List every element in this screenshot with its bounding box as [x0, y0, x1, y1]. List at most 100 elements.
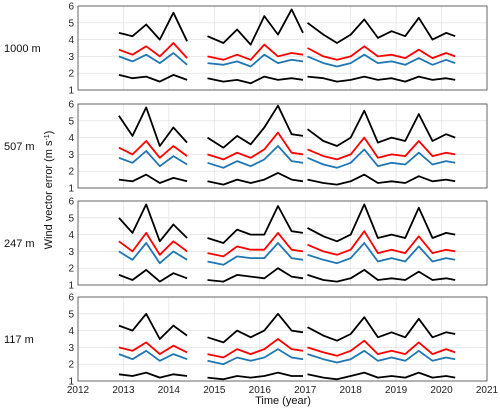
series-line-2-segment-2 — [307, 339, 456, 357]
series-line-3-segment-2 — [307, 316, 456, 342]
y-tick-label: 1 — [68, 86, 74, 97]
series-line-0-segment-2 — [307, 269, 456, 283]
y-axis-label-close: ) — [43, 131, 55, 135]
x-tick-label: 2018 — [340, 385, 363, 396]
y-tick-label: 5 — [68, 18, 74, 29]
x-tick-label: 2015 — [203, 385, 226, 396]
y-tick-label: 4 — [68, 230, 74, 241]
y-tick-label: 2 — [68, 264, 74, 275]
x-tick-label: 2021 — [476, 385, 499, 396]
series-line-1-segment-2 — [307, 148, 456, 169]
y-tick-label: 3 — [68, 247, 74, 258]
y-tick-label: 2 — [68, 69, 74, 80]
series-line-0-segment-1 — [207, 371, 303, 381]
series-line-2-segment-1 — [207, 338, 304, 359]
series-line-2-segment-1 — [207, 131, 304, 161]
series-line-3-segment-0 — [118, 106, 188, 147]
series-line-1-segment-0 — [118, 242, 188, 265]
series-line-1-segment-2 — [307, 242, 456, 265]
series-line-0-segment-1 — [207, 267, 304, 283]
series-line-3-segment-2 — [306, 109, 456, 147]
panels: 1 2 3 4 5 6 1000 m 1 2 3 4 5 6 507 m 1 2 3 4 5 6 247 m 1 2 3 4 5 6… — [4, 2, 488, 388]
series-line-1-segment-0 — [118, 52, 188, 66]
x-tick-label: 2019 — [385, 385, 408, 396]
y-tick-label: 4 — [68, 133, 74, 144]
y-tick-label: 1 — [68, 377, 74, 388]
y-tick-label: 3 — [68, 52, 74, 63]
series-line-1-segment-2 — [307, 53, 456, 68]
panel-0: 1 2 3 4 5 6 1000 m — [4, 2, 488, 97]
series-line-2-segment-0 — [118, 341, 188, 355]
series-line-3-segment-1 — [207, 205, 304, 244]
panel-frame — [77, 296, 488, 382]
panel-2: 1 2 3 4 5 6 247 m — [4, 197, 488, 292]
series-line-1-segment-1 — [207, 145, 304, 169]
series-line-1-segment-2 — [307, 349, 456, 364]
x-tick-label: 2016 — [249, 385, 272, 396]
series-line-3-segment-1 — [207, 312, 304, 344]
series-line-0-segment-0 — [118, 173, 188, 184]
series-line-0-segment-2 — [307, 173, 456, 186]
y-tick-label: 6 — [68, 293, 74, 304]
series-line-3-segment-1 — [207, 8, 304, 46]
series-line-2-segment-0 — [118, 42, 188, 59]
x-tick-label: 2020 — [430, 385, 453, 396]
series-line-3-segment-0 — [118, 203, 188, 243]
series-line-1-segment-0 — [118, 349, 188, 362]
panel-label: 1000 m — [4, 43, 41, 55]
x-tick-label: 2013 — [112, 385, 135, 396]
y-tick-label: 4 — [68, 35, 74, 46]
y-tick-label: 2 — [68, 360, 74, 371]
series-line-1-segment-0 — [118, 150, 188, 168]
y-axis-label-superscript: -1 — [44, 134, 51, 140]
panel-3: 1 2 3 4 5 6 117 m — [4, 293, 488, 388]
y-tick-label: 1 — [68, 184, 74, 195]
x-tick-label: 2012 — [67, 385, 90, 396]
series-line-0-segment-2 — [307, 75, 456, 83]
series-line-3-segment-0 — [118, 11, 188, 42]
series-line-1-segment-1 — [207, 242, 304, 266]
series-line-3-segment-0 — [118, 312, 188, 340]
series-line-0-segment-0 — [118, 269, 188, 283]
series-line-2-segment-0 — [118, 140, 188, 159]
y-tick-label: 3 — [68, 343, 74, 354]
x-axis-ticks: 2012 2013 2014 2015 2016 2017 2018 2019 2020 2021 — [67, 385, 499, 396]
series-line-0-segment-0 — [118, 371, 188, 379]
panel-1: 1 2 3 4 5 6 507 m — [4, 100, 488, 195]
series-line-2-segment-2 — [307, 230, 456, 256]
series-line-3-segment-2 — [307, 203, 456, 243]
series-line-2-segment-1 — [207, 43, 304, 61]
y-tick-label: 5 — [68, 116, 74, 127]
panel-frame — [77, 200, 488, 286]
y-tick-label: 3 — [68, 150, 74, 161]
y-axis-label-main: Wind vector error (m s — [43, 140, 55, 249]
series-line-3-segment-2 — [306, 16, 456, 44]
y-tick-label: 5 — [68, 213, 74, 224]
series-line-0-segment-2 — [307, 371, 456, 381]
x-tick-label: 2017 — [294, 385, 317, 396]
series-line-1-segment-1 — [207, 348, 304, 366]
series-line-3-segment-1 — [207, 104, 304, 149]
series-line-2-segment-1 — [207, 232, 304, 258]
panel-label: 247 m — [4, 238, 35, 250]
y-tick-label: 5 — [68, 309, 74, 320]
x-axis-label: Time (year) — [255, 395, 311, 407]
series-line-1-segment-1 — [207, 53, 304, 68]
y-tick-label: 6 — [68, 100, 74, 111]
panel-frame — [77, 5, 488, 91]
series-line-2-segment-2 — [307, 45, 456, 61]
series-line-0-segment-0 — [118, 74, 188, 83]
panel-label: 507 m — [4, 141, 35, 153]
y-tick-label: 6 — [68, 2, 74, 13]
series-line-2-segment-2 — [307, 136, 456, 161]
panel-frame — [77, 103, 488, 189]
series-line-0-segment-1 — [207, 172, 304, 186]
x-tick-label: 2014 — [158, 385, 181, 396]
y-tick-label: 4 — [68, 326, 74, 337]
panel-label: 117 m — [4, 334, 34, 346]
series-line-2-segment-0 — [118, 232, 188, 256]
y-tick-label: 1 — [68, 281, 74, 292]
y-tick-label: 6 — [68, 197, 74, 208]
